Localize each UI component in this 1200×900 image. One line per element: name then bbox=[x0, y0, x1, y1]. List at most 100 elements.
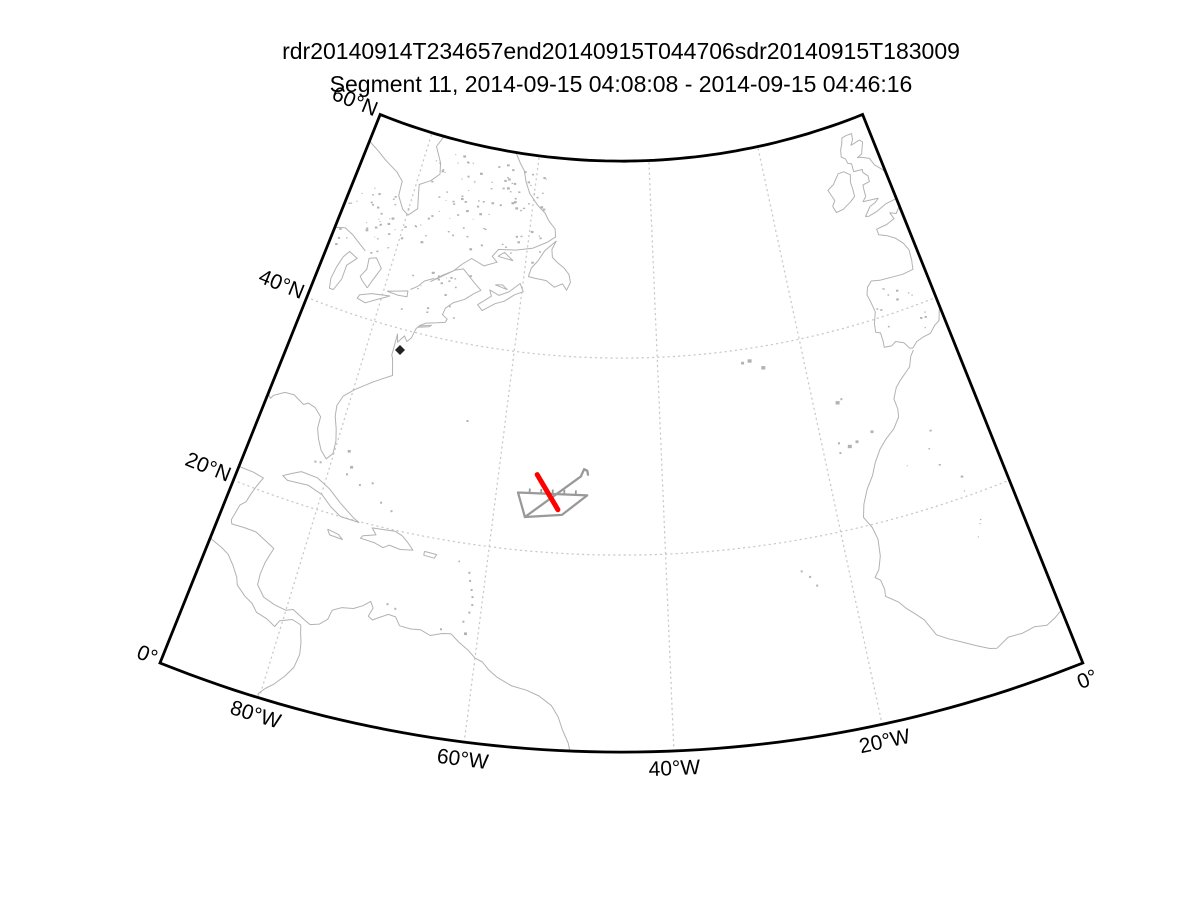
island-dot bbox=[440, 628, 442, 631]
speckle-quebec-labrador bbox=[498, 166, 501, 168]
speckle-quebec-labrador bbox=[513, 182, 517, 185]
speckle-ontario-west bbox=[346, 237, 348, 239]
speckle-nw-africa-interior bbox=[979, 518, 982, 521]
speckle-ontario-west bbox=[370, 252, 373, 254]
coastline-prince-edward-island bbox=[495, 284, 508, 291]
speckle-quebec-labrador bbox=[520, 235, 523, 238]
coastline-lake-erie bbox=[356, 293, 391, 304]
speckle-quebec-labrador bbox=[482, 201, 485, 203]
speckle-ontario-west bbox=[392, 198, 395, 200]
speckle-quebec-labrador bbox=[515, 235, 518, 238]
island-dot bbox=[314, 460, 317, 463]
island-dot bbox=[394, 607, 397, 610]
speckle-new-england bbox=[431, 271, 435, 274]
speckle-quebec-labrador bbox=[427, 217, 430, 220]
coastline-west-africa bbox=[863, 349, 1062, 649]
speckle-quebec-labrador bbox=[464, 201, 467, 203]
speckle-quebec-labrador bbox=[491, 181, 493, 183]
speckle-new-england bbox=[420, 285, 422, 287]
coastline-central-america-caribbean bbox=[230, 465, 571, 752]
speckle-quebec-labrador bbox=[539, 251, 541, 253]
speckle-quebec-labrador bbox=[507, 187, 510, 190]
speckle-quebec-labrador bbox=[466, 210, 469, 213]
speckle-quebec-labrador bbox=[425, 235, 427, 237]
coastline-cuba bbox=[282, 471, 360, 523]
speckle-quebec-labrador bbox=[438, 196, 441, 198]
speckle-nw-africa-interior bbox=[960, 475, 964, 478]
speckle-quebec-labrador bbox=[543, 177, 546, 180]
island-dot bbox=[468, 611, 471, 614]
coastline-south-america-pacific bbox=[257, 624, 302, 698]
speckle-quebec-labrador bbox=[505, 246, 507, 248]
speckle-new-england bbox=[448, 305, 451, 308]
island-dot bbox=[380, 501, 383, 504]
speckle-quebec-labrador bbox=[478, 200, 480, 202]
speckle-quebec-labrador bbox=[447, 231, 450, 233]
speckle-ontario-west bbox=[337, 236, 341, 239]
speckle-new-england bbox=[437, 278, 440, 281]
coastline-anticosti-island bbox=[497, 251, 514, 262]
coastline-france-iberia bbox=[866, 205, 940, 349]
speckle-ontario-west bbox=[372, 204, 375, 206]
speckle-ontario-west bbox=[366, 222, 368, 224]
speckle-quebec-labrador bbox=[490, 188, 493, 190]
speckle-quebec-labrador bbox=[438, 210, 440, 212]
speckle-quebec-labrador bbox=[511, 182, 514, 184]
speckle-quebec-labrador bbox=[452, 234, 455, 237]
speckle-nw-africa-interior bbox=[928, 448, 931, 450]
speckle-new-england bbox=[446, 277, 447, 279]
speckle-quebec-labrador bbox=[536, 196, 539, 199]
speckle-ontario-west bbox=[374, 236, 376, 238]
speckle-quebec-labrador bbox=[507, 164, 510, 167]
speckle-ontario-west bbox=[379, 224, 381, 226]
speckle-new-england bbox=[454, 278, 457, 280]
speckle-quebec-labrador bbox=[545, 178, 547, 180]
speckle-quebec-labrador bbox=[502, 187, 505, 190]
speckle-ontario-west bbox=[365, 229, 369, 232]
coastline-central-america-pacific bbox=[210, 536, 302, 627]
speckle-new-england bbox=[444, 294, 447, 296]
speckle-ontario-west bbox=[391, 217, 395, 220]
speckle-quebec-labrador bbox=[431, 215, 434, 217]
coastline-puerto-rico bbox=[423, 550, 438, 559]
speckle-quebec-labrador bbox=[480, 244, 483, 247]
island-dot bbox=[458, 560, 460, 563]
coastline-ireland bbox=[827, 171, 856, 213]
island-dot bbox=[471, 604, 474, 607]
coastline-nova-scotia bbox=[477, 283, 524, 312]
speckle-ontario-west bbox=[339, 228, 342, 230]
island-dot bbox=[741, 361, 745, 365]
island-dot bbox=[470, 589, 473, 591]
speckle-quebec-labrador bbox=[461, 198, 464, 201]
island-dot bbox=[747, 359, 752, 363]
speckle-quebec-labrador bbox=[539, 237, 542, 240]
speckle-quebec-labrador bbox=[442, 169, 445, 171]
speckle-quebec-labrador bbox=[461, 178, 463, 180]
flight-track-transit-with-hook bbox=[523, 468, 590, 519]
grid-parallel bbox=[306, 296, 937, 359]
speckle-quebec-labrador bbox=[488, 213, 490, 215]
speckle-ontario-west bbox=[370, 201, 373, 204]
speckle-new-england bbox=[450, 277, 453, 279]
coastline-st-lawrence-river bbox=[410, 277, 435, 290]
coastline-lake-michigan bbox=[328, 251, 358, 291]
speckle-ontario-west bbox=[372, 194, 374, 196]
speckle-new-england bbox=[426, 311, 429, 313]
speckle-quebec-labrador bbox=[472, 218, 474, 220]
coastline-britain bbox=[840, 133, 897, 217]
island-dot bbox=[855, 440, 859, 444]
island-dot bbox=[761, 366, 766, 370]
island-dot bbox=[816, 584, 819, 587]
speckle-ontario-west bbox=[379, 221, 381, 223]
speckle-iberia-interior bbox=[911, 294, 913, 296]
speckle-nw-africa-interior bbox=[977, 536, 979, 538]
speckle-ontario-west bbox=[350, 202, 353, 204]
coastline-jamaica bbox=[327, 528, 343, 540]
lat-label: 0° bbox=[134, 641, 161, 670]
speckle-iberia-interior bbox=[881, 288, 883, 290]
speckle-quebec-labrador bbox=[446, 191, 449, 193]
speckle-ontario-west bbox=[377, 206, 380, 209]
speckle-ontario-west bbox=[400, 237, 404, 240]
speckle-ontario-west bbox=[404, 226, 406, 228]
